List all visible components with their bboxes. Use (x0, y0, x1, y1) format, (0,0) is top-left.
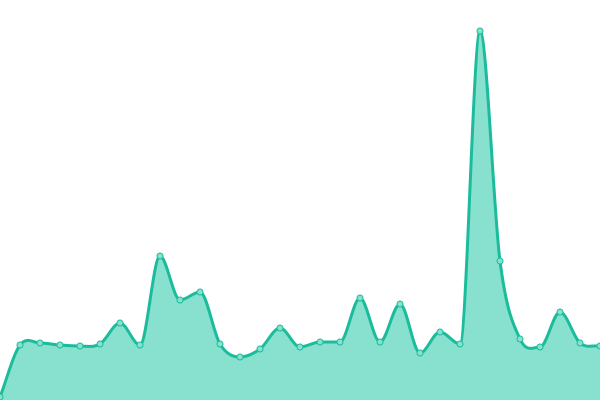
data-point (536, 343, 544, 351)
data-point (56, 341, 64, 349)
data-point (376, 338, 384, 346)
data-point (96, 340, 104, 348)
data-point (356, 294, 364, 302)
data-point (596, 342, 600, 350)
data-point (496, 257, 504, 265)
data-point (216, 340, 224, 348)
data-point (576, 339, 584, 347)
data-point (436, 328, 444, 336)
data-point (176, 296, 184, 304)
data-point (16, 341, 24, 349)
data-point (136, 341, 144, 349)
data-point (156, 252, 164, 260)
data-point (116, 319, 124, 327)
data-point (236, 353, 244, 361)
data-point (476, 27, 484, 35)
data-point (276, 324, 284, 332)
data-point (336, 338, 344, 346)
data-point (396, 300, 404, 308)
data-point (556, 308, 564, 316)
data-point (316, 338, 324, 346)
data-point (296, 343, 304, 351)
data-point (0, 393, 4, 400)
data-point (36, 339, 44, 347)
data-point (456, 340, 464, 348)
data-point (196, 288, 204, 296)
data-point (76, 342, 84, 350)
data-point (256, 345, 264, 353)
data-point (416, 349, 424, 357)
data-markers (0, 27, 600, 400)
data-point (516, 335, 524, 343)
